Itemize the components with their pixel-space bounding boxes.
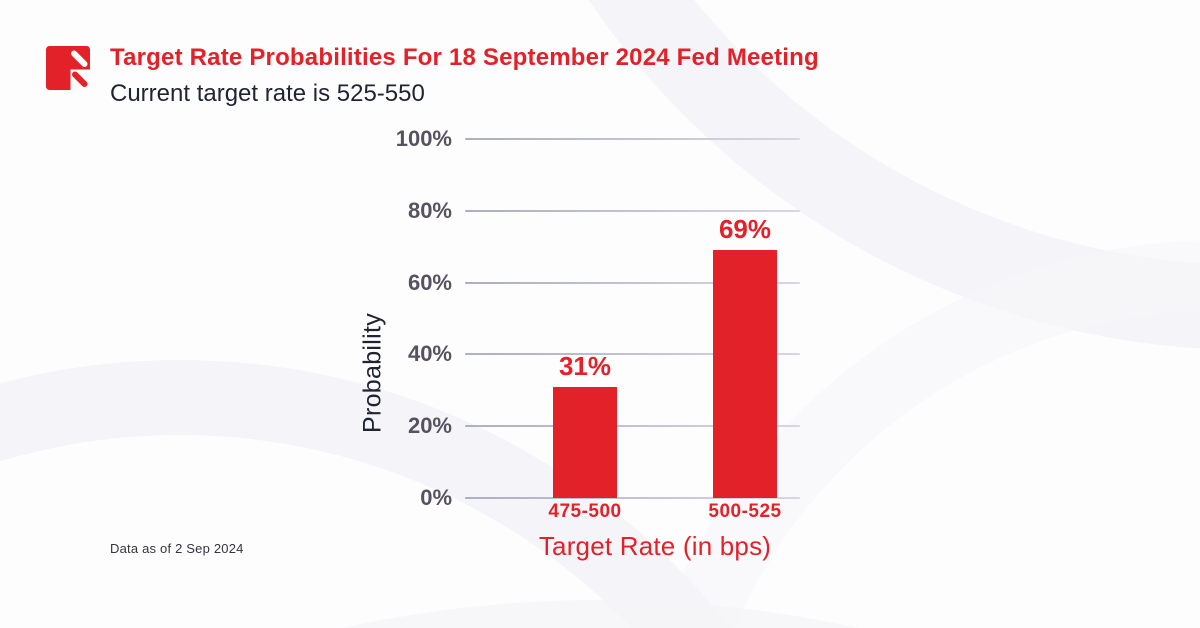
brand-slash-logo-icon bbox=[46, 46, 90, 90]
gridline-0 bbox=[465, 497, 800, 499]
x-category-label: 500-525 bbox=[708, 501, 782, 522]
page-subtitle: Current target rate is 525-550 bbox=[110, 80, 425, 107]
gridline-100 bbox=[465, 138, 800, 140]
bar-value-label: 69% bbox=[718, 214, 772, 245]
gridline-20 bbox=[465, 425, 800, 428]
bar-group-475-500: 31% 475-500 bbox=[548, 139, 621, 522]
gridline-40 bbox=[465, 353, 800, 356]
gridline-60 bbox=[465, 281, 800, 284]
y-tick-60: 60% bbox=[407, 269, 452, 295]
y-tick-100: 100% bbox=[395, 126, 452, 151]
y-tick-20: 20% bbox=[407, 413, 452, 439]
bar-500-525 bbox=[713, 250, 777, 498]
x-category-label: 475-500 bbox=[548, 501, 622, 522]
header: Target Rate Probabilities For 18 Septemb… bbox=[110, 44, 819, 108]
bar-group-500-525: 69% 500-525 bbox=[708, 139, 781, 522]
bar-475-500 bbox=[553, 386, 617, 498]
bar-value-label: 31% bbox=[558, 350, 612, 381]
y-tick-80: 80% bbox=[407, 197, 452, 223]
y-axis-tick-labels: 0% 20% 40% 60% 80% 100% bbox=[338, 128, 452, 509]
y-tick-40: 40% bbox=[407, 341, 452, 367]
y-tick-0: 0% bbox=[420, 485, 452, 510]
data-as-of-note: Data as of 2 Sep 2024 bbox=[110, 541, 244, 556]
bar-chart-plot-area: 31% 475-500 69% 500-525 bbox=[465, 138, 800, 522]
x-axis-label: Target Rate (in bps) bbox=[538, 531, 772, 561]
page-title: Target Rate Probabilities For 18 Septemb… bbox=[110, 44, 819, 71]
gridline-80 bbox=[465, 209, 800, 212]
